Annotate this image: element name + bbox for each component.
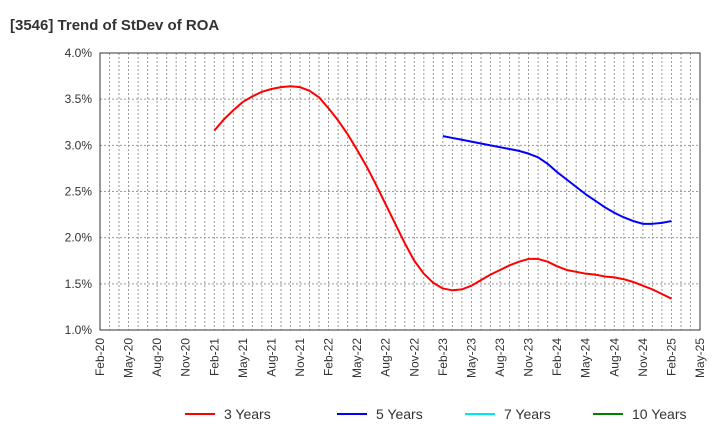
y-tick-label: 3.5%: [65, 92, 93, 106]
x-tick-label: May-23: [464, 338, 478, 378]
x-tick-label: Nov-20: [179, 338, 193, 377]
y-tick-label: 4.0%: [65, 46, 93, 60]
x-tick-label: May-22: [350, 338, 364, 378]
legend-label: 7 Years: [504, 406, 551, 422]
x-tick-label: Nov-24: [636, 338, 650, 377]
series-line-5-years: [442, 135, 672, 225]
y-tick-label: 2.0%: [65, 231, 93, 245]
y-tick-label: 2.5%: [65, 185, 93, 199]
series-line-3-years: [213, 85, 672, 300]
x-tick-label: May-21: [236, 338, 250, 378]
x-tick-label: May-20: [122, 338, 136, 378]
legend-label: 10 Years: [632, 406, 687, 422]
y-tick-label: 1.5%: [65, 277, 93, 291]
x-tick-label: Nov-23: [522, 338, 536, 377]
x-tick-label: Aug-24: [607, 338, 621, 377]
x-tick-label: Feb-23: [436, 338, 450, 376]
x-tick-label: Feb-25: [664, 338, 678, 376]
legend-label: 3 Years: [224, 406, 271, 422]
chart-title: [3546] Trend of StDev of ROA: [10, 17, 219, 34]
plot-frame: [99, 52, 701, 331]
x-tick-label: Feb-21: [207, 338, 221, 376]
x-tick-label: Aug-23: [493, 338, 507, 377]
x-tick-label: Feb-24: [550, 338, 564, 376]
y-tick-label: 1.0%: [65, 323, 93, 337]
x-tick-label: Aug-22: [379, 338, 393, 377]
x-tick-label: Nov-21: [293, 338, 307, 377]
x-tick-label: May-25: [693, 338, 707, 378]
x-tick-label: Aug-21: [264, 338, 278, 377]
x-tick-label: Nov-22: [407, 338, 421, 377]
x-tick-label: Aug-20: [150, 338, 164, 377]
x-tick-label: Feb-22: [322, 338, 336, 376]
x-tick-label: May-24: [579, 338, 593, 378]
legend-label: 5 Years: [376, 406, 423, 422]
y-tick-label: 3.0%: [65, 138, 93, 152]
x-tick-label: Feb-20: [93, 338, 107, 376]
